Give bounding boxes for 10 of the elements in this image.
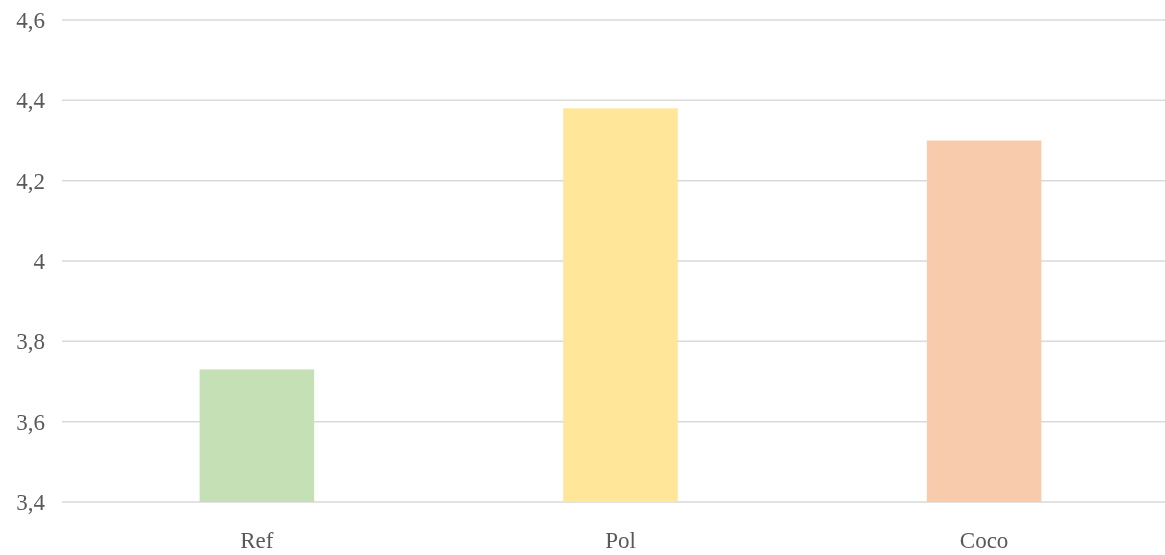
y-tick-label: 4,4 bbox=[16, 88, 46, 114]
y-tick-label: 4,6 bbox=[16, 8, 45, 34]
y-tick-label: 4 bbox=[33, 249, 46, 275]
x-tick-label: Coco bbox=[959, 528, 1009, 554]
y-tick-label: 3,4 bbox=[16, 490, 46, 516]
x-tick-label: Pol bbox=[605, 528, 636, 554]
y-tick-label: 3,6 bbox=[16, 409, 45, 435]
y-tick-label: 3,8 bbox=[16, 329, 45, 355]
x-tick-label: Ref bbox=[240, 528, 274, 554]
y-tick-label: 4,2 bbox=[16, 168, 45, 194]
